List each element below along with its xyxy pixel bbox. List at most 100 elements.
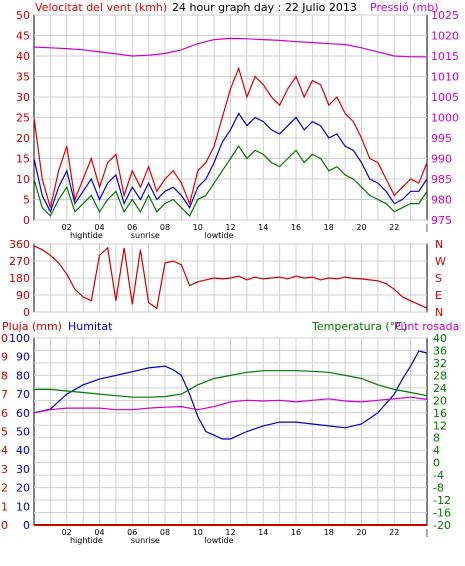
dewpoint-label: Punt rosada <box>394 320 459 333</box>
x-tick-label: 08 <box>160 528 170 537</box>
x-tick-label: 06 <box>127 223 137 232</box>
temperature-y-tick-label: 24 <box>433 382 447 395</box>
series-line-humidity <box>33 350 428 440</box>
x-tick-label: 10 <box>193 528 203 537</box>
direction-compass-label: S <box>435 272 442 285</box>
rain-y-tick-label: 3 <box>1 463 8 476</box>
pressure-y-tick-label: 1000 <box>431 112 459 125</box>
x-tick-label: 16 <box>291 528 301 537</box>
wind-y-tick-label: 25 <box>16 112 30 125</box>
x-tick-label: 20 <box>356 223 366 232</box>
direction-y-tick-label: 270 <box>9 255 30 268</box>
x-tick-label: 14 <box>258 528 268 537</box>
humidity-y-tick-label: 50 <box>16 426 30 439</box>
x-tick-label: 22 <box>389 223 399 232</box>
x-annotation-label: hightide <box>70 536 103 545</box>
temperature-y-tick-label: 8 <box>433 432 440 445</box>
x-tick-label: 14 <box>258 223 268 232</box>
rain-y-tick-label: 1 <box>1 500 8 513</box>
temperature-y-tick-label: -8 <box>433 482 444 495</box>
temperature-y-tick-label: 32 <box>433 357 447 370</box>
x-tick-label: 06 <box>127 528 137 537</box>
humidity-y-tick-label: 80 <box>16 369 30 382</box>
x-tick-label: 04 <box>94 528 104 537</box>
x-tick-label: 08 <box>160 223 170 232</box>
wind-y-tick-label: 10 <box>16 173 30 186</box>
wind-y-tick-label: 20 <box>16 132 30 145</box>
temperature-y-tick-label: 28 <box>433 369 447 382</box>
humidity-y-tick-label: 0 <box>23 519 30 532</box>
temperature-label: Temperatura (°C) <box>311 320 407 333</box>
x-tick-label: 22 <box>389 528 399 537</box>
humidity-y-tick-label: 60 <box>16 407 30 420</box>
series-line-temperature <box>34 370 428 398</box>
chart-title: 24 hour graph day : 22 Julio 2013 <box>172 1 357 14</box>
temperature-y-tick-label: 0 <box>433 457 440 470</box>
direction-compass-label: N <box>435 238 443 251</box>
pressure-y-tick-label: 1015 <box>431 50 459 63</box>
pressure-y-tick-label: 990 <box>431 153 452 166</box>
direction-y-tick-label: 360 <box>9 238 30 251</box>
pressure-y-tick-label: 1010 <box>431 71 459 84</box>
wind-y-tick-label: 15 <box>16 153 30 166</box>
pressure-y-tick-label: 975 <box>431 214 452 227</box>
rain-label: Pluja (mm) <box>2 320 62 333</box>
temperature-y-tick-label: -16 <box>433 507 451 520</box>
rain-y-tick-label: 2 <box>1 482 8 495</box>
x-annotation-label: lowtide <box>205 536 234 545</box>
rain-y-tick-label: 7 <box>1 388 8 401</box>
rain-y-tick-label: 5 <box>1 426 8 439</box>
pressure-y-tick-label: 1005 <box>431 91 459 104</box>
temperature-y-tick-label: 20 <box>433 394 447 407</box>
rain-y-tick-label: 4 <box>1 444 8 457</box>
direction-y-tick-label: 0 <box>23 306 30 319</box>
pressure-y-tick-label: 985 <box>431 173 452 186</box>
rain-y-tick-label: 8 <box>1 369 8 382</box>
temperature-y-tick-label: -20 <box>433 519 451 532</box>
wind-y-tick-label: 45 <box>16 30 30 43</box>
direction-y-tick-label: 180 <box>9 272 30 285</box>
x-tick-label: 10 <box>193 223 203 232</box>
wind-speed-label: Velocitat del vent (kmh) <box>35 1 167 14</box>
series-line-gust <box>33 66 428 208</box>
series-line-min_wind <box>33 145 428 217</box>
temperature-y-tick-label: 16 <box>433 407 447 420</box>
wind-y-tick-label: 5 <box>23 194 30 207</box>
humidity-y-tick-label: 70 <box>16 388 30 401</box>
humidity-label: Humitat <box>68 320 113 333</box>
temperature-y-tick-label: 12 <box>433 419 447 432</box>
x-tick-label: 12 <box>225 528 235 537</box>
humidity-y-tick-label: 100 <box>9 332 30 345</box>
temperature-y-tick-label: -4 <box>433 469 444 482</box>
pressure-y-tick-label: 1020 <box>431 30 459 43</box>
x-annotation-label: lowtide <box>205 231 234 240</box>
pressure-y-tick-label: 1025 <box>431 9 459 22</box>
humidity-y-tick-label: 40 <box>16 444 30 457</box>
wind-y-tick-label: 30 <box>16 91 30 104</box>
rain-y-tick-label: 9 <box>1 351 8 364</box>
series-line-dewpoint <box>33 396 428 414</box>
pressure-y-tick-label: 995 <box>431 132 452 145</box>
humidity-y-tick-label: 20 <box>16 482 30 495</box>
humidity-y-tick-label: 10 <box>16 500 30 513</box>
direction-compass-label: N <box>435 306 443 319</box>
x-tick-label: 02 <box>62 223 72 232</box>
wind-y-tick-label: 0 <box>23 214 30 227</box>
series-line-direction <box>33 245 428 310</box>
series-line-avg <box>33 112 428 214</box>
wind-y-tick-label: 50 <box>16 9 30 22</box>
x-tick-label: 20 <box>356 528 366 537</box>
pressure-label: Pressió (mb) <box>370 1 439 14</box>
x-tick-label: 12 <box>225 223 235 232</box>
humidity-y-tick-label: 90 <box>16 351 30 364</box>
series-line-pressure <box>33 37 427 58</box>
temperature-y-tick-label: 4 <box>433 444 440 457</box>
x-tick-label: | <box>426 528 429 537</box>
temperature-y-tick-label: 40 <box>433 332 447 345</box>
direction-y-tick-label: 90 <box>16 289 30 302</box>
humidity-y-tick-label: 30 <box>16 463 30 476</box>
x-tick-label: | <box>426 223 429 232</box>
x-tick-label: 18 <box>324 223 334 232</box>
wind-y-tick-label: 35 <box>16 71 30 84</box>
